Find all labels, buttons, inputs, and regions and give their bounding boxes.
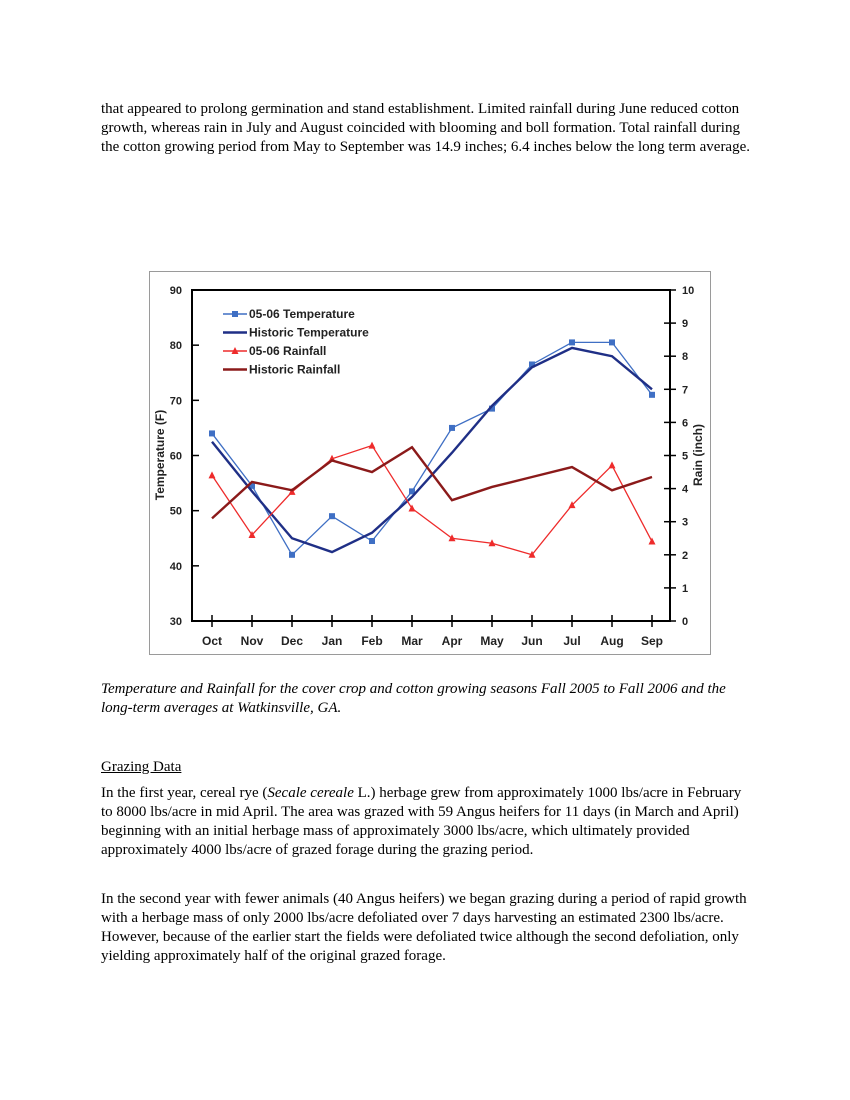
y2-axis-label: Rain (inch) <box>691 424 705 486</box>
x-tick-label: Oct <box>202 634 222 648</box>
y2-tick-label: 2 <box>682 550 688 562</box>
figure-caption: Temperature and Rainfall for the cover c… <box>101 681 726 716</box>
data-point-05-06-temperature <box>369 538 375 545</box>
y-tick-label: 90 <box>170 285 182 297</box>
series-line-05-06-rainfall <box>211 444 653 556</box>
x-tick-label: Dec <box>281 634 303 648</box>
legend-label: Historic Temperature <box>249 326 369 340</box>
chart-canvas: 30 40 50 60 70 80 90 0 1 2 3 4 5 6 7 8 9 10 Oct Nov Dec Jan… <box>153 285 705 648</box>
data-point-05-06-temperature <box>249 482 255 489</box>
data-point-05-06-rainfall <box>208 471 216 479</box>
x-tick-label: Aug <box>600 634 623 648</box>
species-name: Secale cereale <box>267 785 354 801</box>
temperature-rainfall-chart: 30 40 50 60 70 80 90 0 1 2 3 4 5 6 7 8 9 10 Oct Nov Dec Jan… <box>149 271 711 655</box>
data-point-05-06-temperature <box>649 391 655 398</box>
y-tick-label: 40 <box>170 561 182 573</box>
series-line-05-06-temperature <box>211 341 653 556</box>
y2-tick-label: 0 <box>682 616 688 628</box>
y2-tick-label: 9 <box>682 318 688 330</box>
x-tick-label: Apr <box>442 634 463 648</box>
grazing-paragraph-year1: In the first year, cereal rye (Secale ce… <box>101 784 751 860</box>
legend-marker <box>232 311 238 317</box>
x-tick-label: Jun <box>521 634 542 648</box>
plot-frame <box>191 289 671 622</box>
data-point-05-06-rainfall <box>408 504 416 512</box>
y2-tick-label: 3 <box>682 517 688 529</box>
data-point-05-06-rainfall <box>448 534 456 542</box>
y2-tick-label: 6 <box>682 417 688 429</box>
data-point-05-06-temperature <box>489 405 495 412</box>
legend-marker <box>231 347 239 354</box>
data-point-05-06-temperature <box>529 361 535 368</box>
x-tick-label: Jan <box>322 634 343 648</box>
y2-tick-label: 7 <box>682 384 688 396</box>
series-line-historic-temperature <box>211 346 653 554</box>
data-point-05-06-temperature <box>449 424 455 431</box>
section-heading-grazing-data: Grazing Data <box>101 759 182 775</box>
data-point-05-06-temperature <box>209 430 215 437</box>
data-point-05-06-rainfall <box>488 539 496 547</box>
chart-legend: 05-06 Temperature Historic Temperature 05-… <box>223 307 369 377</box>
paragraph-text: In the first year, cereal rye ( <box>101 785 268 801</box>
grazing-paragraph-year2: In the second year with fewer animals (4… <box>101 891 747 964</box>
data-point-05-06-temperature <box>409 488 415 495</box>
data-point-05-06-rainfall <box>528 550 536 558</box>
y2-tick-label: 10 <box>682 285 694 297</box>
y-tick-label: 50 <box>170 506 182 518</box>
data-point-05-06-rainfall <box>648 537 656 545</box>
intro-paragraph: that appeared to prolong germination and… <box>101 101 750 155</box>
data-point-05-06-temperature <box>609 339 615 346</box>
data-point-05-06-rainfall <box>608 461 616 469</box>
y2-tick-label: 8 <box>682 351 688 363</box>
x-tick-label: May <box>480 634 504 648</box>
data-point-05-06-temperature <box>329 513 335 520</box>
paragraph-text: L.) herbage grew from approximately 1000… <box>101 785 742 858</box>
data-point-05-06-rainfall <box>248 530 256 538</box>
y2-tick-label: 1 <box>682 583 688 595</box>
series-line-historic-rainfall <box>211 445 653 520</box>
x-tick-label: Sep <box>641 634 663 648</box>
data-point-05-06-temperature <box>569 339 575 346</box>
legend-label: Historic Rainfall <box>249 363 340 377</box>
y-tick-label: 70 <box>170 395 182 407</box>
x-tick-label: Nov <box>241 634 264 648</box>
y2-tick-label: 4 <box>682 484 689 496</box>
x-tick-label: Feb <box>361 634 382 648</box>
y-tick-label: 80 <box>170 340 182 352</box>
legend-label: 05-06 Temperature <box>249 307 355 321</box>
x-tick-label: Mar <box>401 634 423 648</box>
data-point-05-06-rainfall <box>368 441 376 449</box>
data-point-05-06-temperature <box>289 551 295 558</box>
legend-label: 05-06 Rainfall <box>249 344 326 358</box>
y-tick-label: 30 <box>170 616 182 628</box>
data-point-05-06-rainfall <box>568 501 576 509</box>
y2-tick-label: 5 <box>682 451 688 463</box>
y-axis-label: Temperature (F) <box>153 410 167 500</box>
x-tick-label: Jul <box>563 634 580 648</box>
y-tick-label: 60 <box>170 451 182 463</box>
